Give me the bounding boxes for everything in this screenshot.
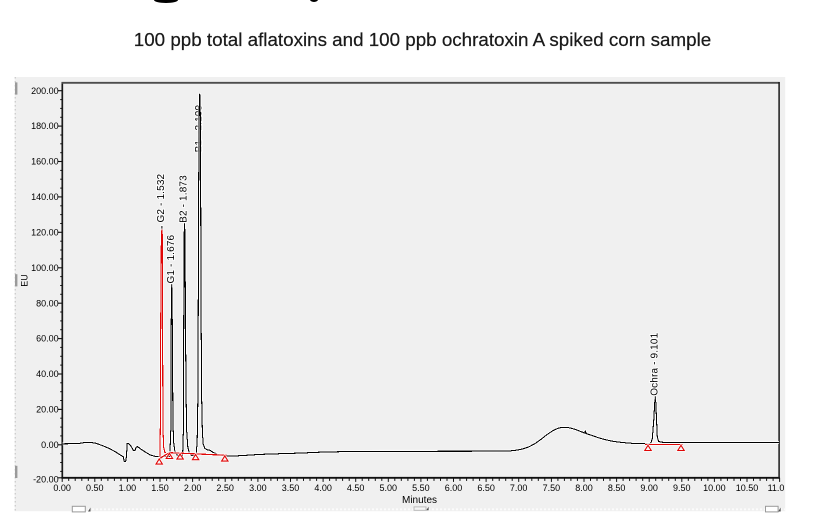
- svg-text:20.00: 20.00: [36, 405, 59, 415]
- svg-text:11.0: 11.0: [768, 483, 785, 493]
- svg-text:6.00: 6.00: [445, 483, 463, 493]
- svg-text:4.00: 4.00: [314, 483, 332, 493]
- svg-text:B2 - 1.873: B2 - 1.873: [179, 175, 190, 223]
- svg-text:10.00: 10.00: [703, 483, 726, 493]
- svg-text:1.00: 1.00: [119, 483, 137, 493]
- svg-text:4.50: 4.50: [347, 483, 365, 493]
- svg-text:7.50: 7.50: [543, 483, 561, 493]
- svg-text:-20.00: -20.00: [33, 474, 59, 484]
- svg-text:0.00: 0.00: [41, 440, 59, 450]
- svg-text:1.50: 1.50: [151, 483, 169, 493]
- svg-text:8.00: 8.00: [575, 483, 593, 493]
- svg-text:9.00: 9.00: [640, 483, 658, 493]
- svg-text:6.50: 6.50: [477, 483, 495, 493]
- svg-text:40.00: 40.00: [36, 369, 59, 379]
- svg-text:7.00: 7.00: [510, 483, 528, 493]
- svg-text:100.00: 100.00: [31, 263, 59, 273]
- svg-text:5.50: 5.50: [412, 483, 430, 493]
- svg-text:Ochra - 9.101: Ochra - 9.101: [650, 332, 661, 395]
- svg-text:G2 - 1.532: G2 - 1.532: [156, 173, 167, 222]
- svg-text:160.00: 160.00: [31, 157, 59, 167]
- svg-text:3.00: 3.00: [249, 483, 267, 493]
- svg-text:8.50: 8.50: [608, 483, 626, 493]
- svg-text:60.00: 60.00: [36, 334, 59, 344]
- svg-text:9.50: 9.50: [673, 483, 691, 493]
- svg-text:3.50: 3.50: [282, 483, 300, 493]
- svg-text:0.50: 0.50: [86, 483, 104, 493]
- svg-text:2.00: 2.00: [184, 483, 202, 493]
- svg-text:140.00: 140.00: [31, 192, 59, 202]
- svg-text:5.00: 5.00: [380, 483, 398, 493]
- svg-text:Minutes: Minutes: [402, 495, 437, 506]
- svg-text:0.00: 0.00: [53, 483, 71, 493]
- svg-text:2.50: 2.50: [216, 483, 234, 493]
- svg-text:120.00: 120.00: [31, 227, 59, 237]
- svg-text:EU: EU: [20, 274, 30, 287]
- svg-text:80.00: 80.00: [36, 298, 59, 308]
- svg-text:10.50: 10.50: [736, 483, 759, 493]
- svg-text:180.00: 180.00: [31, 121, 59, 131]
- svg-text:200.00: 200.00: [31, 86, 59, 96]
- svg-text:G1 - 1.676: G1 - 1.676: [166, 234, 177, 283]
